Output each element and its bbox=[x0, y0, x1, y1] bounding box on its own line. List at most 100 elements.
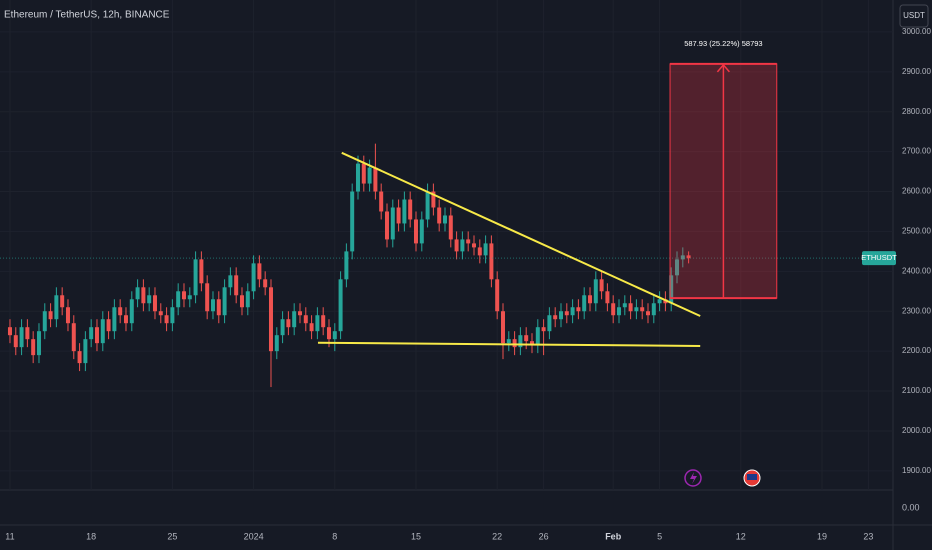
lightning-icon[interactable] bbox=[684, 469, 702, 487]
x-tick-label: 5 bbox=[657, 531, 662, 541]
y-tick-label: 2400.00 bbox=[902, 266, 931, 275]
candle-body bbox=[599, 279, 604, 292]
measure-label: 587.93 (25.22%) 58793 bbox=[684, 39, 762, 48]
y-tick-label: 2000.00 bbox=[902, 426, 931, 435]
x-tick-label: 2024 bbox=[244, 531, 264, 541]
candle-body bbox=[268, 287, 273, 352]
candle-body bbox=[321, 315, 326, 328]
candle-body bbox=[164, 315, 169, 324]
candle-body bbox=[19, 327, 24, 348]
candle-body bbox=[593, 279, 598, 304]
candle-body bbox=[570, 307, 575, 316]
candle-body bbox=[495, 279, 500, 312]
candle-body bbox=[558, 311, 563, 320]
candle-body bbox=[361, 163, 366, 184]
candle-body bbox=[640, 307, 645, 312]
candle-body bbox=[489, 243, 494, 280]
candle-body bbox=[587, 295, 592, 304]
candle-body bbox=[547, 315, 552, 332]
x-tick-label: 11 bbox=[5, 531, 14, 541]
candle-body bbox=[257, 263, 262, 280]
candle-body bbox=[477, 247, 482, 256]
candle-body bbox=[187, 295, 192, 300]
candle-body bbox=[657, 299, 662, 304]
candle-body bbox=[170, 307, 175, 324]
candle-body bbox=[193, 259, 198, 296]
candle-body bbox=[350, 191, 355, 252]
candle-body bbox=[576, 307, 581, 312]
plot bbox=[0, 62, 893, 388]
candle-body bbox=[367, 167, 372, 184]
candle-body bbox=[210, 299, 215, 312]
currency-button[interactable] bbox=[899, 4, 929, 28]
candle-body bbox=[529, 341, 534, 346]
candle-body bbox=[524, 335, 529, 342]
x-tick-label: 19 bbox=[817, 531, 827, 541]
candle-body bbox=[239, 295, 244, 308]
candle-body bbox=[31, 339, 36, 356]
candle-body bbox=[94, 327, 99, 344]
x-tick-label: Feb bbox=[605, 531, 622, 541]
candle-body bbox=[48, 311, 53, 320]
candle-body bbox=[263, 279, 268, 288]
candle-body bbox=[245, 291, 250, 308]
candle-body bbox=[442, 215, 447, 224]
y-tick-label: 1900.00 bbox=[902, 466, 931, 475]
candle-body bbox=[471, 243, 476, 248]
candle-body bbox=[274, 335, 279, 352]
candle-body bbox=[147, 295, 152, 304]
candle-body bbox=[425, 191, 430, 220]
candle-body bbox=[460, 239, 465, 252]
candle-body bbox=[379, 191, 384, 212]
y-tick-label: 2100.00 bbox=[902, 386, 931, 395]
candle-body bbox=[205, 283, 210, 312]
candle-body bbox=[222, 287, 227, 316]
candle-body bbox=[506, 339, 511, 344]
candle-body bbox=[408, 199, 413, 220]
candle-body bbox=[112, 307, 117, 332]
x-tick-label: 12 bbox=[736, 531, 746, 541]
x-tick-label: 26 bbox=[539, 531, 549, 541]
candle-body bbox=[454, 239, 459, 252]
candle-body bbox=[292, 311, 297, 328]
candle-body bbox=[483, 243, 488, 256]
candle-body bbox=[216, 299, 221, 316]
lower-pane-label: 0.00 bbox=[902, 502, 920, 512]
x-tick-label: 8 bbox=[332, 531, 337, 541]
candle-body bbox=[500, 311, 505, 344]
candle-body bbox=[234, 275, 239, 296]
x-tick-label: 18 bbox=[86, 531, 96, 541]
currency-button-label[interactable]: USDT bbox=[903, 11, 925, 20]
candle-body bbox=[326, 327, 331, 340]
candle-body bbox=[123, 315, 128, 324]
candle-body bbox=[669, 275, 674, 304]
candle-body bbox=[228, 275, 233, 288]
candle-body bbox=[176, 291, 181, 308]
candle-body bbox=[129, 299, 134, 324]
candle-body bbox=[396, 207, 401, 224]
candle-body bbox=[448, 215, 453, 240]
candle-body bbox=[651, 303, 656, 316]
candle-body bbox=[413, 219, 418, 244]
candle-body bbox=[431, 191, 436, 208]
candle-body bbox=[152, 295, 157, 312]
candle-body bbox=[582, 295, 587, 312]
candle-body bbox=[344, 251, 349, 280]
x-tick-label: 25 bbox=[167, 531, 177, 541]
candle-body bbox=[297, 311, 302, 316]
candle-body bbox=[286, 319, 291, 328]
candle-body bbox=[437, 207, 442, 224]
candle-body bbox=[89, 327, 94, 340]
trendline bbox=[317, 341, 701, 347]
candle-body bbox=[71, 323, 76, 352]
price-tag-label: ETHUSDT bbox=[861, 253, 897, 262]
flag-glyph bbox=[747, 474, 757, 480]
candle-body bbox=[338, 279, 343, 332]
candle-body bbox=[535, 327, 540, 346]
candle-body bbox=[355, 163, 360, 192]
candle-body bbox=[158, 311, 163, 316]
candle-body bbox=[512, 339, 517, 348]
candle-body bbox=[553, 315, 558, 320]
candle-body bbox=[605, 291, 610, 304]
